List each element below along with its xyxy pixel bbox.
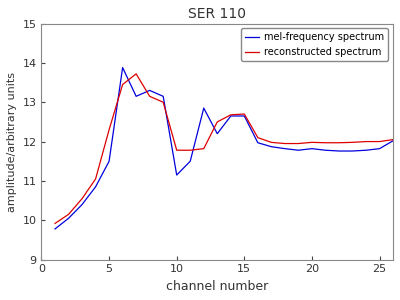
reconstructed spectrum (107, 128, 112, 132)
reconstructed spectrum (147, 94, 152, 98)
mel-frequency spectrum (161, 94, 166, 98)
mel-frequency spectrum (336, 149, 341, 153)
mel-frequency spectrum (134, 94, 138, 98)
X-axis label: channel number: channel number (166, 280, 268, 293)
mel-frequency spectrum (215, 132, 220, 136)
mel-frequency spectrum (296, 148, 301, 152)
mel-frequency spectrum (53, 227, 58, 231)
mel-frequency spectrum (80, 203, 84, 206)
mel-frequency spectrum (201, 106, 206, 110)
reconstructed spectrum (215, 120, 220, 124)
mel-frequency spectrum (147, 88, 152, 92)
Title: SER 110: SER 110 (188, 7, 246, 21)
mel-frequency spectrum (120, 66, 125, 69)
reconstructed spectrum (336, 141, 341, 145)
reconstructed spectrum (174, 148, 179, 152)
reconstructed spectrum (201, 147, 206, 151)
mel-frequency spectrum (93, 185, 98, 189)
Legend: mel-frequency spectrum, reconstructed spectrum: mel-frequency spectrum, reconstructed sp… (241, 28, 388, 61)
mel-frequency spectrum (228, 114, 233, 118)
reconstructed spectrum (93, 177, 98, 181)
reconstructed spectrum (228, 113, 233, 117)
reconstructed spectrum (53, 222, 58, 225)
Y-axis label: amplitude/arbitrary units: amplitude/arbitrary units (7, 72, 17, 212)
mel-frequency spectrum (188, 159, 193, 163)
reconstructed spectrum (310, 141, 314, 144)
mel-frequency spectrum (282, 147, 287, 151)
reconstructed spectrum (120, 83, 125, 86)
mel-frequency spectrum (269, 145, 274, 148)
mel-frequency spectrum (66, 217, 71, 220)
mel-frequency spectrum (350, 149, 355, 153)
mel-frequency spectrum (391, 139, 396, 142)
mel-frequency spectrum (323, 148, 328, 152)
Line: reconstructed spectrum: reconstructed spectrum (55, 74, 393, 224)
mel-frequency spectrum (242, 114, 247, 118)
reconstructed spectrum (188, 148, 193, 152)
reconstructed spectrum (350, 141, 355, 144)
mel-frequency spectrum (256, 141, 260, 145)
reconstructed spectrum (66, 213, 71, 216)
reconstructed spectrum (296, 142, 301, 145)
mel-frequency spectrum (174, 173, 179, 177)
mel-frequency spectrum (364, 148, 368, 152)
reconstructed spectrum (323, 141, 328, 145)
Line: mel-frequency spectrum: mel-frequency spectrum (55, 68, 393, 229)
reconstructed spectrum (364, 140, 368, 143)
reconstructed spectrum (242, 112, 247, 116)
reconstructed spectrum (377, 140, 382, 143)
reconstructed spectrum (282, 142, 287, 145)
reconstructed spectrum (134, 72, 138, 76)
mel-frequency spectrum (310, 147, 314, 151)
mel-frequency spectrum (107, 159, 112, 163)
mel-frequency spectrum (377, 147, 382, 151)
reconstructed spectrum (256, 136, 260, 140)
reconstructed spectrum (80, 197, 84, 200)
reconstructed spectrum (391, 138, 396, 141)
reconstructed spectrum (269, 141, 274, 144)
reconstructed spectrum (161, 100, 166, 104)
